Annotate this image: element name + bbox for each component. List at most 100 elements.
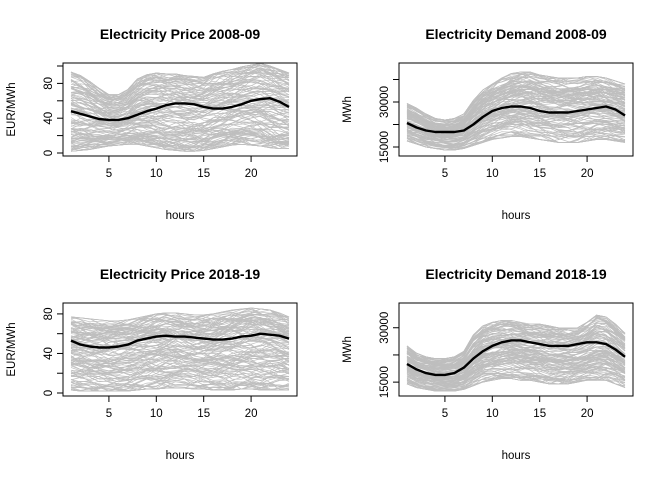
sample-curve — [70, 118, 290, 142]
sample-curve — [70, 67, 290, 103]
sample-curve — [70, 127, 290, 141]
sample-curve — [406, 92, 626, 130]
sample-curve — [406, 119, 626, 143]
x-tick-label: 5 — [442, 408, 448, 420]
x-axis-label: hours — [166, 210, 195, 222]
sample-curve — [406, 356, 626, 383]
sample-curve — [70, 357, 290, 374]
mean-line — [70, 332, 290, 349]
sample-curve — [406, 116, 626, 144]
sample-curve — [406, 330, 626, 368]
sample-curve — [70, 134, 290, 147]
band-lower-curve — [70, 143, 289, 152]
sample-curve — [70, 339, 290, 358]
sample-curve — [70, 367, 290, 381]
sample-curve — [70, 109, 290, 130]
x-tick-label: 20 — [245, 408, 258, 420]
sample-curve — [70, 78, 290, 105]
panel-2: Electricity Demand 2008-09 hours MWh 5 10 15 2… — [342, 26, 634, 222]
sample-curve — [406, 359, 626, 385]
y-tick-label: 15000 — [379, 366, 391, 398]
sample-curve — [406, 109, 626, 138]
plot-area — [406, 314, 626, 392]
sample-curve — [406, 332, 626, 367]
sample-curve — [70, 125, 290, 140]
x-tick-label: 5 — [106, 408, 112, 420]
sample-curve — [70, 79, 290, 108]
x-tick-label: 10 — [486, 168, 499, 180]
sample-curve — [70, 338, 290, 356]
sample-curve — [70, 367, 290, 388]
sample-curve — [70, 111, 290, 127]
panel-4: Electricity Demand 2018-19 hours MWh 5 10 15 2… — [342, 266, 634, 462]
x-tick-label: 5 — [106, 168, 112, 180]
sample-curve — [70, 314, 290, 332]
sample-curve — [406, 351, 626, 378]
sample-curve — [70, 354, 290, 370]
sample-curve — [70, 63, 290, 97]
sample-curve — [406, 374, 626, 391]
y-tick-label: 30000 — [379, 86, 391, 118]
sample-curve — [70, 78, 290, 106]
band-upper-curve — [406, 71, 626, 121]
sample-curve — [70, 351, 290, 366]
sample-curve — [70, 349, 290, 365]
band-upper-curve — [70, 307, 290, 322]
sample-curve — [406, 354, 626, 380]
sample-curve — [406, 84, 626, 125]
sample-curve — [70, 378, 290, 391]
sample-curve — [70, 127, 290, 147]
sample-curve — [70, 99, 290, 122]
sample-curve — [70, 109, 290, 135]
sample-curve — [406, 334, 626, 371]
sample-curve — [71, 71, 290, 101]
sample-curve — [70, 316, 290, 335]
sample-curve — [70, 115, 290, 138]
x-axis-label: hours — [502, 450, 531, 462]
x-tick-label: 10 — [150, 168, 163, 180]
sample-curve — [70, 344, 290, 363]
x-tick-label: 10 — [150, 408, 163, 420]
sample-curve — [70, 366, 290, 381]
sample-curve — [70, 120, 290, 141]
y-tick-label: 0 — [43, 150, 55, 156]
panel-1: Electricity Price 2008-09 hours EUR/MWh 5 10… — [6, 26, 298, 222]
sample-curve — [406, 71, 626, 123]
mean-line — [406, 105, 626, 134]
sample-curve — [70, 354, 290, 368]
sample-curve — [406, 356, 626, 383]
sample-curve — [70, 73, 290, 106]
sample-curve — [70, 350, 290, 368]
band-upper-curve — [406, 314, 626, 359]
sample-curve — [70, 63, 290, 98]
sample-curve — [406, 80, 626, 123]
x-tick-label: 15 — [533, 408, 546, 420]
sample-curve — [70, 349, 290, 364]
sample-curve — [406, 318, 626, 362]
sample-curve — [70, 311, 290, 330]
sample-curve — [70, 65, 290, 98]
y-axis-label: MWh — [342, 336, 354, 363]
panel-3: Electricity Price 2018-19 hours EUR/MWh 5 10… — [6, 266, 298, 462]
x-axis-label: hours — [166, 450, 195, 462]
sample-curve — [406, 106, 626, 135]
sample-curve — [406, 102, 626, 138]
plot-frame — [398, 62, 634, 157]
sample-curve — [406, 83, 626, 128]
y-tick-label: 80 — [43, 308, 55, 321]
sample-curve — [70, 133, 290, 151]
mean-line — [70, 96, 290, 122]
y-axis-label: EUR/MWh — [6, 322, 18, 376]
sample-curve — [406, 321, 626, 363]
x-tick-label: 15 — [533, 168, 546, 180]
sample-curve — [70, 121, 290, 139]
sample-curve — [70, 133, 290, 144]
chart-title: Electricity Demand 2018-19 — [425, 266, 607, 282]
sample-curve — [70, 360, 290, 377]
plot-frame — [62, 62, 298, 157]
x-tick-label: 15 — [197, 168, 210, 180]
chart-title: Electricity Price 2008-09 — [100, 26, 261, 42]
sample-curve — [406, 366, 626, 388]
chart-title: Electricity Price 2018-19 — [100, 266, 261, 282]
